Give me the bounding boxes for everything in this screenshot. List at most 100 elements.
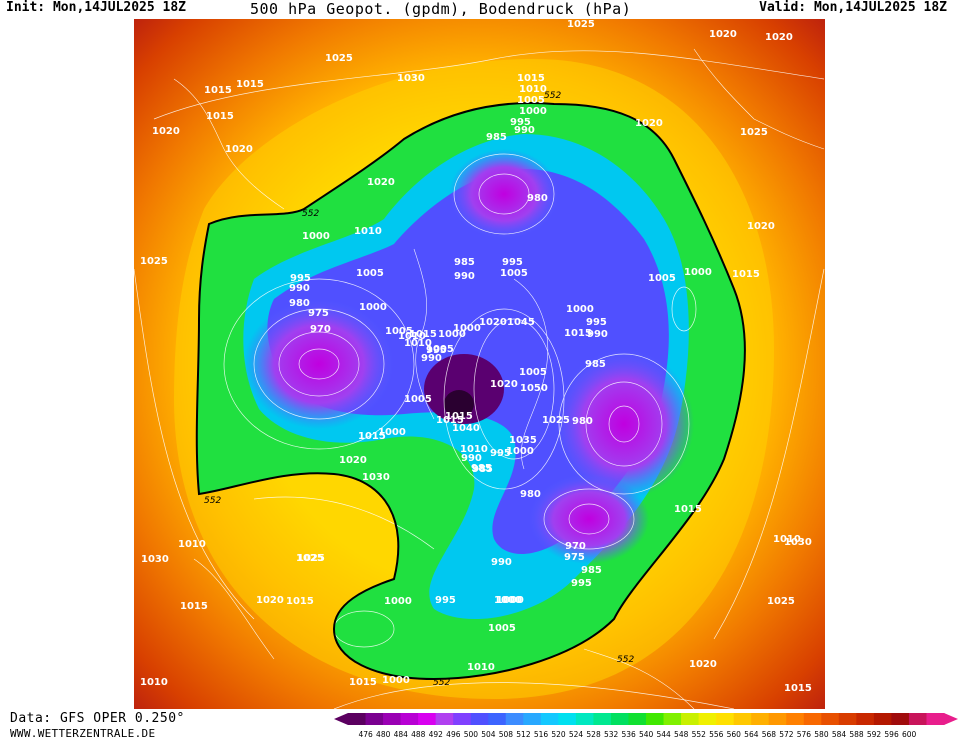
pressure-label: 1005 — [519, 367, 547, 378]
low-north — [449, 149, 559, 239]
map-title: 500 hPa Geopot. (gpdm), Bodendruck (hPa) — [250, 0, 632, 18]
pressure-label: 1030 — [397, 73, 425, 84]
scale-swatch — [400, 713, 419, 725]
pressure-label: 1025 — [740, 127, 768, 138]
scale-tick-label: 564 — [744, 730, 759, 739]
scale-swatch — [646, 713, 665, 725]
pressure-label: 1000 — [494, 595, 522, 606]
pressure-label: 975 — [308, 308, 329, 319]
low-pole-core — [444, 390, 474, 418]
pressure-label: 990 — [461, 453, 482, 464]
scale-tick-label: 540 — [639, 730, 654, 739]
scale-tick-label: 496 — [446, 730, 461, 739]
contour-552-label: 552 — [204, 496, 221, 506]
pressure-label: 1020 — [747, 221, 775, 232]
color-scale: 476 480 484 488 492 496 500 504 508 512 516 520 524 5… — [334, 712, 958, 740]
scale-swatch — [733, 713, 752, 725]
pressure-label: 1025 — [296, 553, 324, 564]
scale-swatch — [873, 713, 892, 725]
pressure-label: 990 — [587, 329, 608, 340]
scale-tick-label: 576 — [797, 730, 812, 739]
pressure-label: 985 — [472, 464, 493, 475]
contour-552-line — [195, 102, 746, 681]
low-east — [554, 349, 694, 499]
scale-tick-label: 488 — [411, 730, 426, 739]
pressure-label: 1000 — [382, 675, 410, 686]
scale-tick-label: 580 — [814, 730, 829, 739]
pressure-label: 1015 — [564, 328, 592, 339]
scale-tick-label: 508 — [499, 730, 514, 739]
scale-tick-label: 588 — [849, 730, 864, 739]
pressure-label: 980 — [289, 298, 310, 309]
scale-swatch — [383, 713, 402, 725]
pressure-label: 1010 — [404, 338, 432, 349]
pressure-label: 1030 — [784, 537, 812, 548]
scale-swatch — [926, 713, 945, 725]
pressure-label: 1020 — [635, 118, 663, 129]
pressure-label: 1025 — [140, 256, 168, 267]
scale-swatch — [593, 713, 612, 725]
valid-time: Valid: Mon,14JUL2025 18Z — [759, 0, 947, 15]
pressure-label: 980 — [520, 489, 541, 500]
pressure-label: 1020 — [256, 595, 284, 606]
pressure-label: 995 — [435, 595, 456, 606]
pressure-label: 1005 — [500, 268, 528, 279]
pressure-label: 1015 — [286, 596, 314, 607]
scale-tick-label: 600 — [902, 730, 917, 739]
scale-tick-label: 524 — [569, 730, 584, 739]
pressure-label: 995 — [426, 345, 447, 356]
scale-tick-label: 484 — [394, 730, 409, 739]
pressure-label: 1010 — [519, 84, 547, 95]
scale-swatch — [768, 713, 787, 725]
pressure-label: 1015 — [674, 504, 702, 515]
pressure-label: 1005 — [488, 623, 516, 634]
pressure-label: 1000 — [359, 302, 387, 313]
pressure-label: 985 — [486, 132, 507, 143]
scale-tick-label: 476 — [359, 730, 374, 739]
scale-swatch — [418, 713, 437, 725]
pressure-label: 985 — [585, 359, 606, 370]
scale-tick-label: 512 — [516, 730, 531, 739]
scale-swatch — [488, 713, 507, 725]
pressure-label: 1040 — [452, 423, 480, 434]
pressure-label: 1005 — [356, 268, 384, 279]
scale-swatch — [803, 713, 822, 725]
pressure-label: 990 — [454, 271, 475, 282]
scale-swatch — [540, 713, 559, 725]
pressure-label: 1000 — [384, 596, 412, 607]
init-time: Init: Mon,14JUL2025 18Z — [6, 0, 187, 15]
pressure-label: 990 — [289, 283, 310, 294]
pressure-label: 1015 — [180, 601, 208, 612]
pressure-label: 1000 — [519, 106, 547, 117]
pressure-label: 990 — [491, 557, 512, 568]
pressure-label: 1015 — [206, 111, 234, 122]
pressure-label: 990 — [421, 353, 442, 364]
pressure-label: 1020 — [479, 317, 507, 328]
pressure-label: 1015 — [436, 415, 464, 426]
data-source: Data: GFS OPER 0.250° — [10, 711, 185, 726]
pressure-label: 1000 — [684, 267, 712, 278]
scale-swatch — [453, 713, 472, 725]
pressure-label: 1005 — [385, 326, 413, 337]
coastlines — [173, 48, 825, 709]
scale-tick-label: 584 — [832, 730, 847, 739]
pressure-label: 975 — [564, 552, 585, 563]
pressure-label: 1010 — [773, 534, 801, 545]
scale-tick-label: 556 — [709, 730, 724, 739]
weather-map: 1025 1020 1020 1025 1015 1015 1030 1015 1020 1015… — [134, 19, 825, 709]
pressure-label: 1020 — [339, 455, 367, 466]
scale-tick-label: 548 — [674, 730, 689, 739]
pressure-label: 1020 — [225, 144, 253, 155]
pressure-label: 1005 — [404, 394, 432, 405]
pressure-label: 1020 — [367, 177, 395, 188]
pressure-label: 1010 — [178, 539, 206, 550]
pressure-label: 1010 — [467, 662, 495, 673]
pressure-label: 1005 — [648, 273, 676, 284]
pressure-label: 1025 — [767, 596, 795, 607]
pressure-label: 1020 — [709, 29, 737, 40]
scale-tick-label: 480 — [376, 730, 391, 739]
scale-tick-label: 536 — [621, 730, 636, 739]
pressure-label: 1000 — [438, 329, 466, 340]
pressure-label: 1000 — [302, 231, 330, 242]
pressure-label: 985 — [471, 463, 492, 474]
